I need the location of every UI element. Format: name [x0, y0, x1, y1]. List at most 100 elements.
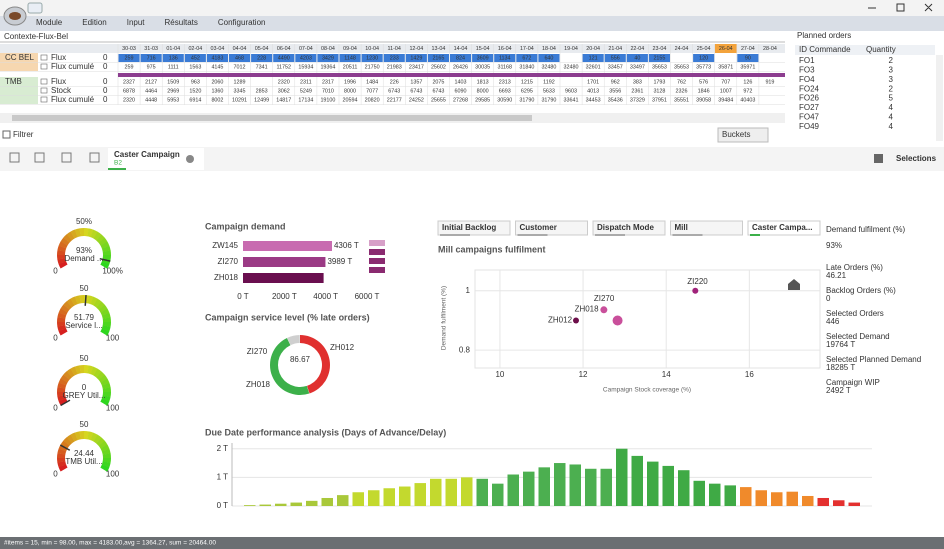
point-label: ZI270 — [594, 294, 615, 303]
gauge-band — [101, 325, 111, 332]
gauge-band — [98, 304, 108, 313]
gauge-band — [96, 234, 105, 243]
kpi-value: 19764 T — [826, 340, 855, 349]
cell: 2311 — [300, 79, 312, 85]
slice-label: ZI270 — [247, 347, 268, 356]
cell-bg — [582, 54, 604, 62]
gauge-band — [70, 296, 78, 306]
menu-item[interactable]: Module — [36, 18, 63, 27]
chart-title: Mill campaigns fulfilment — [438, 244, 546, 254]
order-qty: 2 — [889, 84, 894, 93]
cell: 1215 — [521, 79, 533, 85]
group-band — [118, 73, 785, 77]
gauge-needle — [59, 444, 71, 451]
cell: 640 — [544, 55, 553, 61]
v-scrollbar[interactable] — [936, 55, 943, 141]
filter-button[interactable] — [592, 220, 666, 236]
gauge-band — [57, 258, 67, 265]
filter-button[interactable] — [515, 220, 588, 236]
row-label: Stock — [51, 86, 72, 95]
row-icon — [40, 54, 48, 61]
cell: 37329 — [630, 97, 645, 103]
date-header: 28-04 — [763, 46, 777, 52]
orders-col: ID Commande — [799, 45, 851, 54]
filter-button[interactable] — [437, 220, 511, 236]
gauge-tick: 50 — [80, 284, 89, 293]
quick-icon[interactable] — [27, 2, 43, 14]
cell: 1563 — [189, 64, 201, 70]
cell-bg — [737, 54, 759, 62]
bar — [430, 478, 442, 506]
tool-icons[interactable] — [9, 152, 100, 163]
gauge-band — [57, 382, 67, 389]
date-header: 15-04 — [476, 46, 490, 52]
filter-checkbox[interactable] — [2, 130, 11, 139]
gauge-value: 24.44 — [74, 449, 95, 458]
filter-bar — [750, 234, 760, 236]
point — [600, 306, 608, 314]
cell: 120 — [699, 55, 708, 61]
cell: 1846 — [698, 88, 710, 94]
selections-icon[interactable] — [874, 154, 883, 163]
scroll-thumb[interactable] — [12, 115, 532, 121]
bar — [538, 467, 550, 506]
cell: 33641 — [564, 97, 579, 103]
date-header: 31-03 — [144, 46, 158, 52]
gauge-tick: 50 — [80, 420, 89, 429]
bar — [259, 504, 271, 506]
gauge-tick: 100 — [106, 470, 120, 479]
y-axis-title: Demand fulfilment (%) — [441, 286, 448, 350]
bar — [709, 483, 721, 506]
cell: 975 — [147, 64, 156, 70]
menu-item[interactable]: Configuration — [218, 18, 266, 27]
bar — [243, 241, 332, 251]
filter-button[interactable] — [747, 220, 821, 236]
group-label-bg — [0, 53, 38, 71]
menu-item[interactable]: Edition — [82, 18, 106, 27]
cell: 33457 — [608, 64, 623, 70]
gauge-band — [101, 312, 111, 319]
cell: 35653 — [674, 64, 689, 70]
bar — [755, 490, 767, 506]
cell: 2317 — [322, 79, 334, 85]
bar — [817, 497, 829, 506]
cell: 35871 — [718, 64, 733, 70]
date-header: 23-04 — [653, 46, 667, 52]
buckets-dropdown[interactable] — [717, 127, 769, 143]
gauge-band — [57, 461, 67, 468]
gauge-band — [58, 308, 68, 316]
cell: 2361 — [631, 88, 643, 94]
gauge-band — [58, 398, 68, 406]
filter-bar — [517, 234, 548, 236]
status-bar — [0, 537, 944, 549]
tab-close[interactable] — [186, 155, 194, 163]
menu-item[interactable]: Input — [127, 18, 146, 27]
cell-bg — [626, 54, 648, 62]
date-header: 02-04 — [188, 46, 202, 52]
gauge-band — [57, 391, 66, 397]
cell: 6693 — [499, 88, 511, 94]
cell: 37951 — [652, 97, 667, 103]
window-controls[interactable] — [868, 3, 933, 12]
cell: 383 — [633, 79, 642, 85]
category-label: ZW145 — [212, 241, 238, 250]
filter-button[interactable] — [670, 220, 743, 236]
cell: 32601 — [586, 64, 601, 70]
orders-title: Planned orders — [797, 31, 851, 40]
home-icon[interactable] — [788, 279, 800, 290]
gauge-band — [57, 457, 66, 463]
menu-item[interactable]: Résultats — [165, 18, 198, 27]
x-tick-label: 2000 T — [272, 292, 297, 301]
cell: 2853 — [256, 88, 268, 94]
cell: 31790 — [519, 97, 534, 103]
row-total: 0 — [103, 53, 108, 62]
cell: 27268 — [453, 97, 468, 103]
selections[interactable]: Selections — [896, 154, 937, 163]
cell: 1813 — [477, 79, 489, 85]
cell-bg — [140, 54, 162, 62]
cell: 35653 — [652, 64, 667, 70]
active-tab[interactable] — [108, 148, 204, 170]
x-tick-label: 10 — [495, 370, 504, 379]
gauge-band — [100, 261, 110, 269]
